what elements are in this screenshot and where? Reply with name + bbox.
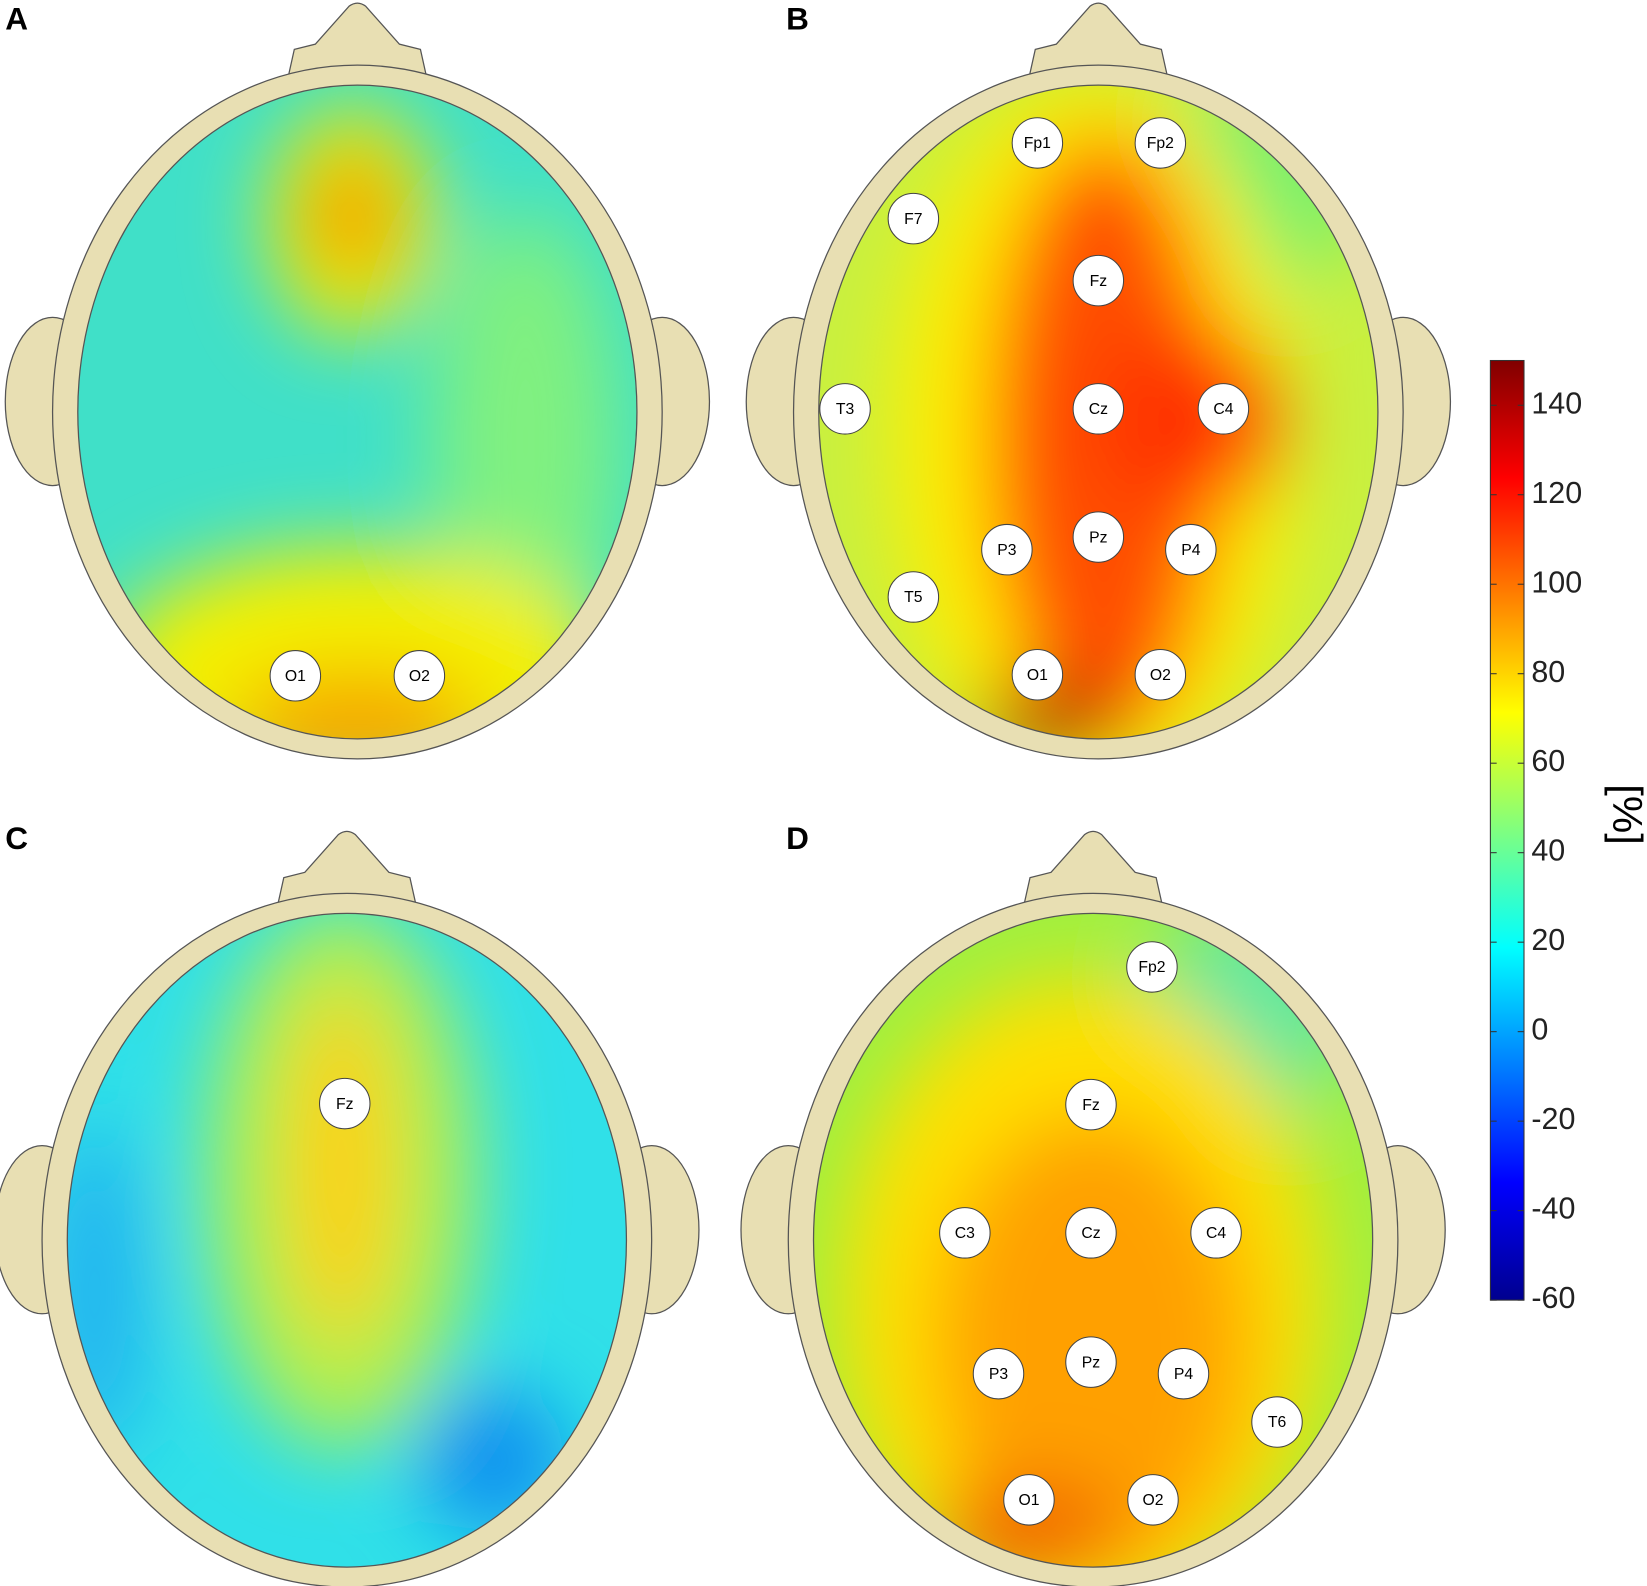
- electrode: [1065, 1207, 1117, 1259]
- electrode: [972, 1347, 1025, 1400]
- colorbar-scale: [1489, 359, 1525, 1301]
- electrode: [1011, 649, 1064, 701]
- electrode-label: C4: [1206, 1225, 1226, 1242]
- electrode-label: Fz: [1090, 273, 1108, 290]
- electrode: [887, 571, 940, 623]
- electrode: [393, 650, 446, 702]
- electrode-label: O1: [285, 668, 306, 685]
- electrode: [1126, 941, 1178, 993]
- map-blob: [430, 210, 621, 673]
- panel-label: A: [5, 0, 28, 36]
- topomap: [67, 913, 627, 1568]
- electrode-label: P3: [989, 1366, 1009, 1383]
- electrode: [319, 1077, 371, 1130]
- electrode: [1011, 117, 1064, 169]
- scalp-edge: [66, 912, 628, 1568]
- electrode-label: O2: [1150, 667, 1171, 684]
- electrode: [819, 383, 871, 435]
- colorbar-label: [%]: [1604, 784, 1647, 845]
- electrode-label: Fp1: [1024, 135, 1051, 152]
- map-field: [893, 85, 1356, 739]
- electrode-label: O2: [1142, 1492, 1163, 1509]
- panel-label: B: [786, 0, 809, 36]
- electrode-label: O1: [1027, 667, 1048, 684]
- scalp-edge: [818, 84, 1379, 740]
- electrode-label: Pz: [1082, 1354, 1101, 1371]
- tick-label: 140: [1531, 386, 1582, 420]
- electrode: [887, 192, 940, 245]
- electrode: [269, 650, 322, 702]
- head-panel: B Fp1 Fp2 F7 Fz T3 Cz C4 P3 Pz P4 T5 O1 O2: [745, 0, 1452, 760]
- tick-label: 100: [1531, 565, 1582, 599]
- map-field: [67, 913, 568, 1535]
- electrode-label: C4: [1213, 401, 1233, 418]
- electrode-label: T6: [1268, 1414, 1287, 1431]
- panel-label: C: [5, 820, 28, 856]
- map-blob: [420, 1387, 568, 1535]
- electrode-label: P4: [1181, 542, 1201, 559]
- electrode-label: Fz: [1082, 1097, 1100, 1114]
- electrode: [1065, 1078, 1117, 1131]
- electrode-label: Cz: [1081, 1225, 1100, 1242]
- electrode: [981, 523, 1033, 576]
- head-panel: A O1 O2: [4, 0, 711, 760]
- electrode: [1190, 1207, 1242, 1259]
- electrode: [1134, 649, 1187, 701]
- tick-label: -40: [1531, 1192, 1575, 1226]
- electrode: [1197, 383, 1250, 435]
- scalp-edge: [812, 912, 1374, 1568]
- electrode: [1072, 383, 1125, 435]
- electrode: [1157, 1347, 1210, 1400]
- electrode-label: T5: [904, 589, 923, 606]
- electrode-label: C3: [955, 1225, 975, 1242]
- electrode-label: Cz: [1089, 401, 1108, 418]
- electrode: [1134, 117, 1187, 169]
- electrode-label: Fp2: [1147, 135, 1174, 152]
- electrode: [1251, 1396, 1303, 1448]
- electrode-label: O1: [1018, 1492, 1039, 1509]
- electrode-label: Fp2: [1138, 959, 1165, 976]
- head-panel: D Fp2 Fz C3 Cz C4 P3 Pz P4 T6 O1 O2: [740, 820, 1446, 1586]
- tick-label: 60: [1531, 744, 1565, 778]
- tick-label: 40: [1531, 834, 1565, 868]
- tick-label: 20: [1531, 923, 1565, 957]
- colorbar: -60 -40 -20 0 20 40 60 80 100 120 140 [%]: [1489, 359, 1647, 1315]
- electrode: [1003, 1474, 1055, 1526]
- panel-label: D: [786, 820, 809, 856]
- tick-label: -20: [1531, 1102, 1575, 1136]
- electrode: [1065, 1336, 1117, 1388]
- tick-label: -60: [1531, 1281, 1575, 1315]
- map-blob: [289, 987, 395, 1346]
- tick-label: 80: [1531, 655, 1565, 689]
- electrode: [939, 1207, 991, 1259]
- tick-label: 120: [1531, 476, 1582, 510]
- electrode-label: O2: [409, 668, 430, 685]
- topomap: [818, 85, 1378, 739]
- topomap: [77, 85, 637, 739]
- scalp-edge: [77, 84, 638, 740]
- electrode-label: Pz: [1089, 529, 1108, 546]
- map-blob: [977, 688, 1125, 739]
- electrode: [1165, 523, 1217, 576]
- map-blob: [310, 152, 395, 279]
- tick-label: 0: [1531, 1013, 1548, 1047]
- map-blob: [1093, 325, 1283, 516]
- electrode-label: Fz: [336, 1096, 354, 1113]
- head-panel: C Fz: [0, 820, 700, 1586]
- electrode-label: F7: [904, 211, 922, 228]
- electrode: [1127, 1474, 1179, 1526]
- panels: A O1 O2 B Fp1 Fp2 F7 Fz T3 Cz C4 P3 Pz P4 T5 O1 O2 C Fz D Fp…: [0, 0, 1452, 1586]
- electrode-label: P3: [997, 542, 1017, 559]
- electrode-label: P4: [1174, 1366, 1194, 1383]
- electrode-label: T3: [836, 401, 855, 418]
- electrode: [1072, 254, 1125, 307]
- electrode: [1072, 511, 1125, 563]
